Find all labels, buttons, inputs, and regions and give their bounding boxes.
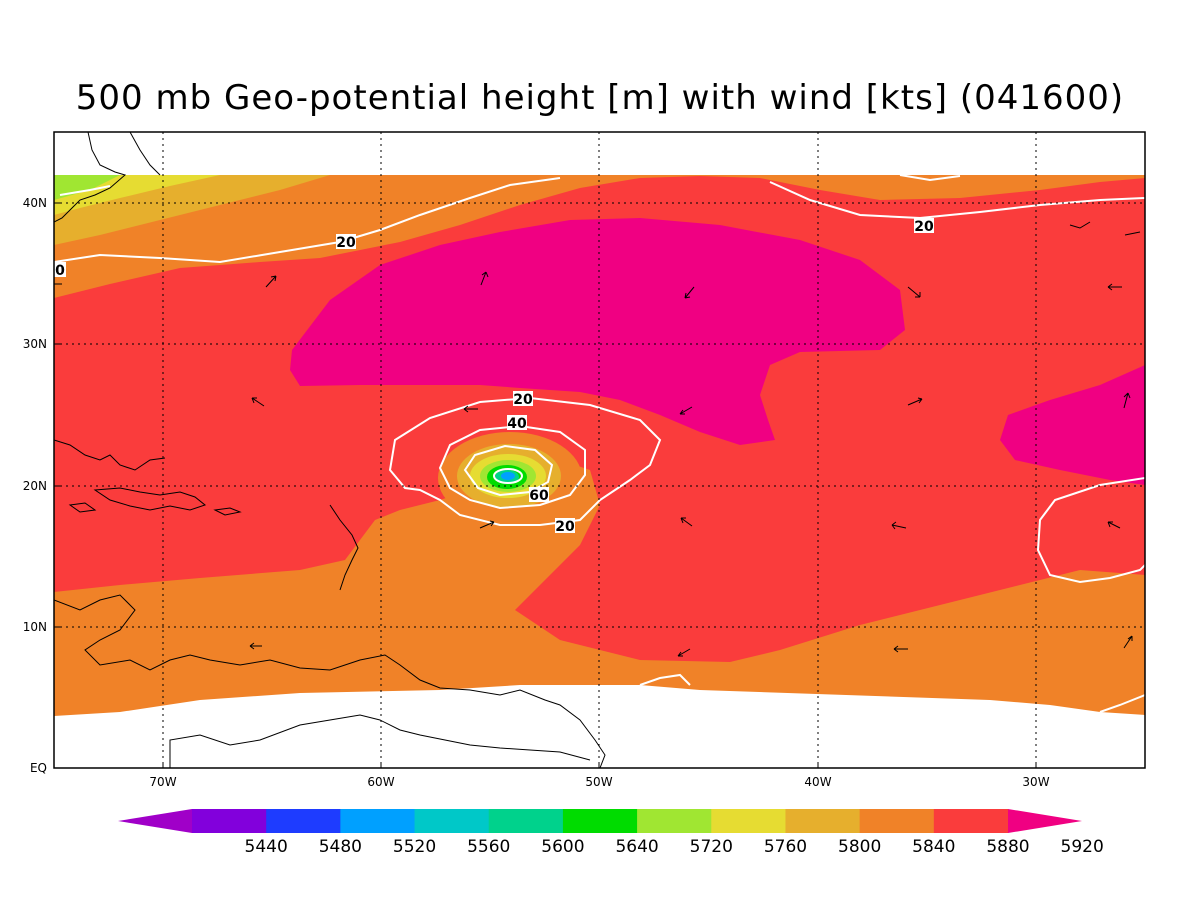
colorbar-swatch [340,809,416,833]
lon-label-50w: 50W [585,775,612,789]
contour-label-40: 40 [507,416,527,432]
lon-label-30w: 30W [1022,775,1049,789]
band-low-5560 [501,472,515,480]
contour-40-low [438,424,586,510]
colorbar-swatch [711,809,786,833]
colorbar-swatch [785,809,861,833]
coastlines [54,132,1141,768]
colorbar-label: 5760 [764,837,807,857]
colorbar-swatch [859,809,935,833]
lon-axis-labels: 70W 60W 50W 40W 30W [149,775,1049,789]
lon-label-60w: 60W [367,775,394,789]
colorbar-label: 5800 [838,837,881,857]
colorbar-label: 5640 [615,837,658,857]
contour-label-20-b: 20 [914,219,934,235]
colorbar-label: 5440 [245,837,288,857]
contour-label-20-d: 20 [555,519,575,535]
lat-label-eq: EQ [30,761,47,775]
colorbar-swatch [933,809,1009,833]
colorbar-swatch [637,809,712,833]
lat-label-10n: 10N [23,620,47,634]
contour-label-0: 0 [55,263,65,279]
colorbar-swatch [562,809,638,833]
contour-label-60: 60 [529,488,549,504]
band-5920-east [1000,365,1145,485]
map-title: 500 mb Geo-potential height [m] with win… [75,78,1125,118]
colorbar-label: 5480 [319,837,362,857]
colorbar-label: 5920 [1061,837,1104,857]
tick-marks [54,202,1037,768]
colorbar: 5440 5480 5520 5560 5600 5640 5720 5760 5800 5840… [118,809,1104,857]
colorbar-label: 5520 [393,837,436,857]
contour-labels: 20 20 0 20 40 60 20 [54,218,934,535]
contour-label-20-a: 20 [336,235,356,251]
colorbar-swatch [266,809,341,833]
colorbar-arrow-high [1008,809,1082,833]
lat-label-30n: 30N [23,337,47,351]
contour-label-20-c: 20 [513,392,533,408]
colorbar-label: 5840 [912,837,955,857]
colorbar-arrow-low [118,809,192,833]
lon-label-70w: 70W [149,775,176,789]
lat-label-40n: 40N [23,196,47,210]
colorbar-swatch [192,809,267,833]
lat-label-20n: 20N [23,479,47,493]
gridlines [54,132,1145,768]
colorbar-swatch [488,809,564,833]
colorbar-label: 5600 [541,837,584,857]
contour-20-low [388,396,662,526]
colorbar-label: 5880 [986,837,1029,857]
lon-label-40w: 40W [804,775,831,789]
band-5920-high [290,218,905,445]
colorbar-label: 5720 [690,837,733,857]
colorbar-label: 5560 [467,837,510,857]
colorbar-swatch [414,809,490,833]
wind-vectors [54,271,1133,657]
lat-axis-labels: 40N 30N 20N 10N EQ [23,196,47,775]
contour-60-low [463,444,554,497]
